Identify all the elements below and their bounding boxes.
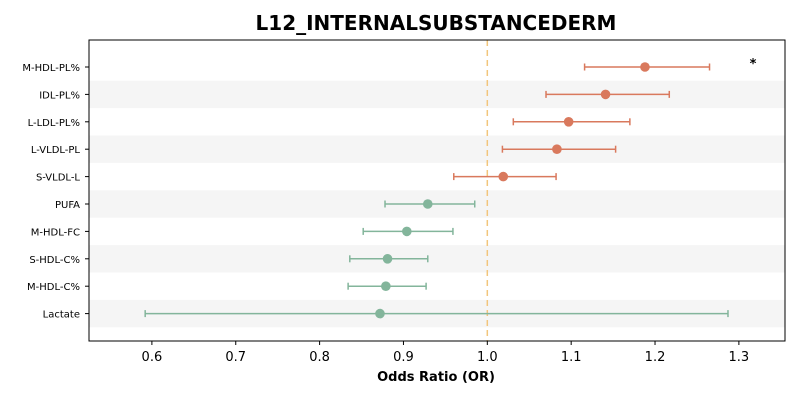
y-tick-label: PUFA [55,200,80,211]
y-tick-label: L-VLDL-PL [31,145,81,156]
x-axis: 0.6 0.7 0.8 0.9 1.0 1.1 1.2 1.3 [142,341,750,365]
chart-title: L12_INTERNALSUBSTANCEDERM [256,11,617,35]
y-tick-label: Lactate [43,310,80,321]
estimate-row [362,226,454,237]
point-estimate [552,144,562,154]
row-band [89,80,785,109]
y-tick-label: M-HDL-PL% [22,63,80,74]
x-tick-label: 1.2 [645,350,666,365]
estimate-row [349,253,429,264]
plot-frame [88,39,786,342]
point-estimate [381,281,391,292]
x-axis-label: Odds Ratio (OR) [377,370,495,385]
point-estimate [498,171,509,182]
estimate-row [545,89,671,100]
x-tick-label: 1.3 [729,350,750,365]
y-axis: M-HDL-PL% IDL-PL% L-LDL-PL% L-VLDL-PL S-VLDL… [22,63,89,321]
x-tick-label: 1.0 [477,350,498,365]
point-estimate [402,226,412,237]
point-estimate [375,308,385,319]
x-tick-label: 0.9 [393,350,414,365]
data-marks: * [144,57,757,319]
y-tick-label: S-HDL-C% [29,255,80,266]
point-estimate [600,89,611,100]
x-tick-label: 0.6 [142,350,163,365]
point-estimate [640,62,650,72]
x-tick-label: 0.8 [309,350,330,365]
point-estimate [382,253,393,264]
y-tick-label: L-LDL-PL% [28,118,80,129]
point-estimate [422,199,433,209]
y-tick-label: S-VLDL-L [36,173,80,184]
estimate-row [144,308,729,319]
y-tick-label: M-HDL-C% [27,282,80,293]
estimate-row [347,281,427,292]
x-tick-label: 0.7 [225,350,246,365]
y-tick-label: M-HDL-FC [31,227,80,238]
y-tick-label: IDL-PL% [39,90,80,101]
estimate-row [384,199,476,209]
estimate-row: * [583,57,757,72]
row-band [89,135,785,163]
estimate-row [453,171,557,182]
x-tick-label: 1.1 [561,350,582,365]
estimate-row [512,117,631,127]
point-estimate [563,117,574,127]
estimate-row [501,144,617,154]
significance-marker: * [750,57,757,72]
row-band [89,245,785,273]
